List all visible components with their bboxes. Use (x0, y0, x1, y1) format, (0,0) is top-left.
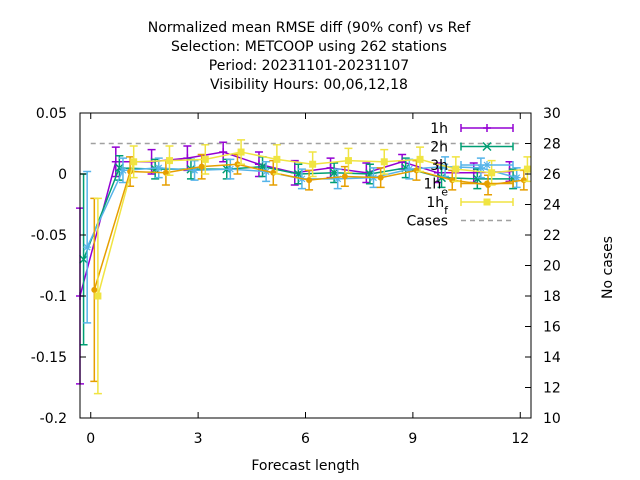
y2-tick-label: 28 (543, 137, 561, 153)
data-point (377, 174, 384, 181)
legend-item: 2h (430, 140, 514, 156)
data-point (226, 165, 235, 174)
plot-frame (79, 112, 532, 419)
data-point (201, 155, 209, 163)
y2-tick-label: 14 (543, 350, 561, 366)
data-point (476, 163, 485, 172)
data-point (94, 292, 102, 300)
x-tick-label: 6 (301, 431, 310, 447)
y2-tick-label: 20 (543, 259, 561, 275)
legend-item: Cases (406, 214, 513, 230)
data-point (91, 286, 98, 293)
y2-tick-label: 30 (543, 106, 561, 122)
data-point (118, 166, 127, 175)
data-point (165, 157, 173, 165)
legend-label: 1h (430, 121, 448, 137)
data-point (523, 165, 531, 173)
chart-title: Normalized mean RMSE diff (90% conf) vs … (148, 20, 472, 93)
data-point (488, 169, 496, 177)
data-point (154, 163, 163, 172)
data-point (413, 167, 420, 174)
y-tick-label: -0.2 (40, 411, 67, 427)
y2-tick-label: 12 (543, 381, 561, 397)
x-tick-label: 3 (194, 431, 203, 447)
plot-marks (76, 139, 532, 395)
data-point (83, 243, 92, 252)
data-point (219, 148, 228, 157)
data-point (512, 173, 521, 182)
data-point (452, 165, 460, 173)
x-axis-label: Forecast length (251, 458, 359, 474)
chart-title-line: Period: 20231101-20231107 (209, 58, 409, 74)
data-point (416, 155, 424, 163)
x-tick-label: 9 (408, 431, 417, 447)
data-point (237, 148, 245, 156)
y2-tick-label: 26 (543, 167, 561, 183)
y2-tick-label: 24 (543, 198, 561, 214)
y2-tick-label: 10 (543, 411, 561, 427)
y2-axis-label: No cases (600, 236, 616, 299)
data-point (344, 157, 352, 165)
x-tick-label: 12 (511, 431, 529, 447)
legend-label: 2h (430, 140, 448, 156)
series-4 (90, 153, 528, 383)
y-tick-label: -0.05 (31, 228, 67, 244)
series-2 (79, 154, 518, 346)
legend-item: 3h (430, 158, 514, 174)
data-point (198, 163, 205, 170)
data-point (162, 169, 169, 176)
y-tick-label: -0.15 (31, 350, 67, 366)
data-point (472, 174, 482, 184)
data-point (130, 158, 138, 166)
data-point (329, 168, 339, 178)
legend-marker (484, 180, 490, 187)
axes: 0 3 6 9 12 0.05 0 -0.05 -0.1 -0.15 -0.2 30 28 26 24 22 2… (31, 106, 561, 447)
y2-tick-label: 16 (543, 320, 561, 336)
data-point (405, 165, 414, 174)
legend-marker (483, 161, 491, 169)
chart-title-line: Normalized mean RMSE diff (90% conf) vs … (148, 20, 472, 36)
data-point (380, 158, 388, 166)
data-point (273, 155, 281, 163)
data-point (341, 173, 348, 180)
data-point (333, 174, 342, 183)
legend-label: Cases (406, 214, 448, 230)
data-point (79, 254, 89, 264)
data-point (306, 177, 313, 184)
y2-tick-label: 18 (543, 289, 561, 305)
data-point (520, 177, 527, 184)
data-point (309, 160, 317, 168)
x-tick-label: 0 (86, 431, 95, 447)
data-point (326, 163, 335, 172)
legend-marker (483, 124, 491, 132)
y-tick-label: -0.1 (40, 289, 67, 305)
legend-label: 3h (430, 158, 448, 174)
legend-item: 1h (430, 121, 514, 137)
data-point (449, 177, 456, 184)
y2-tick-label: 22 (543, 228, 561, 244)
y-tick-label: 0 (58, 167, 67, 183)
series-5 (93, 139, 532, 395)
y-tick-label: 0.05 (36, 106, 67, 122)
data-point (190, 166, 199, 175)
chart-title-line: Visibility Hours: 00,06,12,18 (210, 77, 408, 93)
legend-marker (482, 141, 492, 152)
chart-title-line: Selection: METCOOP using 262 stations (171, 39, 447, 55)
data-point (183, 154, 192, 163)
data-point (270, 169, 277, 176)
legend-marker (483, 198, 491, 206)
